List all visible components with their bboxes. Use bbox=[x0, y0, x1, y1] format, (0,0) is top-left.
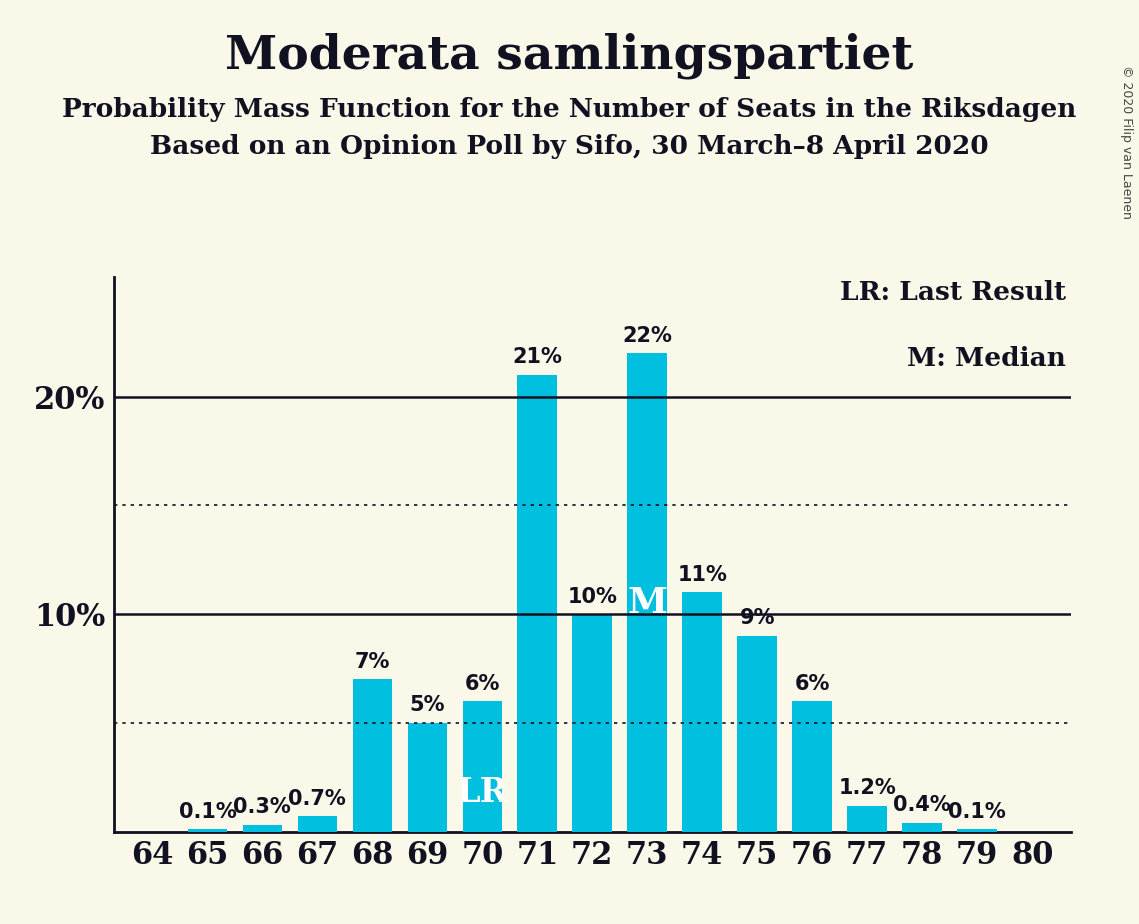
Bar bbox=[188, 830, 227, 832]
Bar bbox=[243, 825, 282, 832]
Text: 0.7%: 0.7% bbox=[288, 789, 346, 808]
Bar bbox=[297, 817, 337, 832]
Bar bbox=[737, 636, 777, 832]
Text: 21%: 21% bbox=[513, 347, 563, 368]
Text: 1.2%: 1.2% bbox=[838, 778, 896, 798]
Bar bbox=[462, 701, 502, 832]
Text: 0.1%: 0.1% bbox=[949, 802, 1006, 821]
Text: Based on an Opinion Poll by Sifo, 30 March–8 April 2020: Based on an Opinion Poll by Sifo, 30 Mar… bbox=[150, 134, 989, 159]
Text: 11%: 11% bbox=[678, 565, 727, 585]
Text: M: M bbox=[628, 587, 667, 620]
Bar bbox=[793, 701, 831, 832]
Text: LR: Last Result: LR: Last Result bbox=[839, 280, 1066, 305]
Text: 0.4%: 0.4% bbox=[893, 796, 951, 815]
Text: Probability Mass Function for the Number of Seats in the Riksdagen: Probability Mass Function for the Number… bbox=[63, 97, 1076, 122]
Bar bbox=[517, 375, 557, 832]
Text: 5%: 5% bbox=[410, 695, 445, 715]
Text: 7%: 7% bbox=[354, 651, 390, 672]
Text: 6%: 6% bbox=[465, 674, 500, 694]
Text: 22%: 22% bbox=[622, 325, 672, 346]
Text: M: Median: M: Median bbox=[907, 346, 1066, 371]
Text: 0.3%: 0.3% bbox=[233, 797, 292, 818]
Bar bbox=[353, 679, 392, 832]
Bar bbox=[573, 614, 612, 832]
Bar bbox=[958, 830, 997, 832]
Text: © 2020 Filip van Laenen: © 2020 Filip van Laenen bbox=[1121, 65, 1133, 219]
Text: 9%: 9% bbox=[739, 608, 775, 628]
Text: Moderata samlingspartiet: Moderata samlingspartiet bbox=[226, 32, 913, 79]
Text: 10%: 10% bbox=[567, 587, 617, 606]
Text: 6%: 6% bbox=[795, 674, 830, 694]
Bar bbox=[847, 806, 887, 832]
Text: LR: LR bbox=[457, 776, 508, 809]
Bar bbox=[408, 723, 448, 832]
Text: 0.1%: 0.1% bbox=[179, 802, 236, 821]
Bar bbox=[902, 823, 942, 832]
Bar bbox=[682, 592, 722, 832]
Bar bbox=[628, 353, 667, 832]
